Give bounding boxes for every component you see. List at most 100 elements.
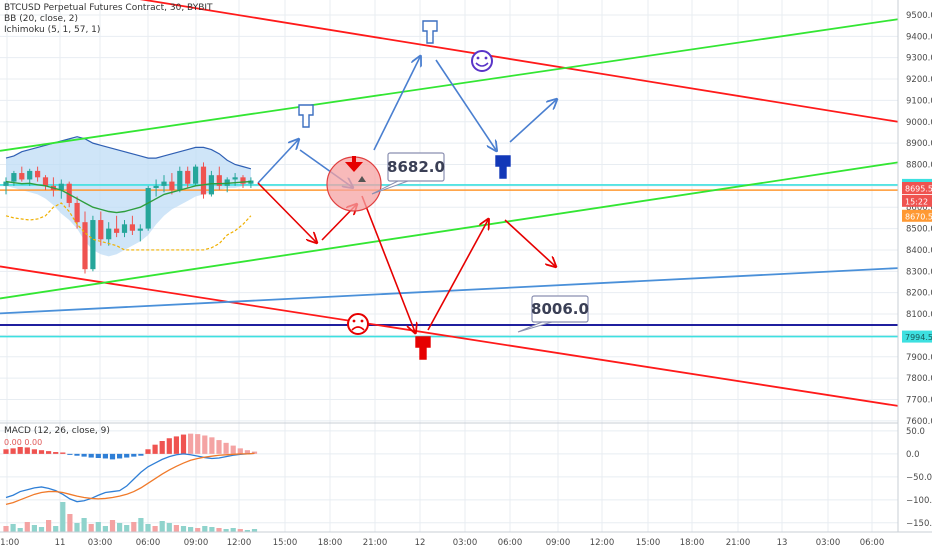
macd-histogram-bar — [74, 453, 80, 456]
price-tick-label: 8600.0 — [906, 203, 932, 213]
volume-bar — [102, 526, 108, 532]
macd-histogram-bar — [88, 453, 94, 458]
macd-signal-line — [5, 452, 255, 506]
price-tick-label: 8500.0 — [906, 225, 932, 235]
callout-tail — [517, 321, 553, 333]
callout-text: 8006.0 — [531, 300, 589, 318]
volume-bar — [17, 528, 23, 532]
callout-text: 8682.0 — [387, 158, 445, 176]
candle-body — [145, 188, 151, 229]
time-tick-label: 13 — [777, 538, 788, 548]
legend-bb[interactable]: BB (20, close, 2) — [4, 14, 79, 24]
legend-ichimoku[interactable]: Ichimoku (5, 1, 57, 1) — [4, 25, 101, 35]
candle-body — [42, 177, 49, 186]
macd-histogram-bar — [159, 441, 165, 454]
candle-body — [66, 183, 72, 203]
time-tick-label: 21:00 — [363, 538, 388, 548]
macd-histogram-bar — [202, 435, 208, 454]
volume-bar — [244, 530, 250, 532]
upper-red-channel — [139, 0, 899, 123]
arrow-up-3 — [509, 100, 556, 143]
price-tag-label: 8695.5 — [905, 185, 932, 194]
macd-tick-label: 0.0 — [906, 450, 920, 460]
price-tick-label: 9400.0 — [906, 32, 932, 42]
macd-pane — [3, 433, 258, 532]
candle-body — [161, 181, 167, 186]
candle-body — [232, 177, 238, 180]
volume-bar — [131, 522, 137, 532]
bb-cloud — [6, 136, 251, 257]
ichimoku-base-line — [5, 180, 251, 214]
candle-body — [98, 220, 104, 240]
candle-body — [153, 185, 159, 188]
candle-body — [11, 173, 17, 182]
price-tag-bg — [902, 330, 932, 343]
price-tag-label: 8670.5 — [905, 212, 932, 221]
macd-histogram-bar — [3, 449, 9, 454]
legend: BTCUSD Perpetual Futures Contract, 30, B… — [4, 3, 213, 36]
hand-pointer-icon — [298, 104, 314, 128]
lower-green-channel — [0, 161, 899, 300]
volume-bar — [159, 521, 165, 532]
time-tick-label: 12:00 — [227, 538, 252, 548]
macd-histogram-bar — [117, 453, 123, 459]
price-tick-label: 7900.0 — [906, 353, 932, 363]
down-arrow-icon — [345, 156, 363, 172]
macd-histogram-bar — [102, 453, 108, 459]
legend-title[interactable]: BTCUSD Perpetual Futures Contract, 30, B… — [4, 3, 213, 13]
candle-body — [121, 224, 128, 233]
sad-face-eye — [360, 319, 364, 323]
volume-bar — [10, 524, 16, 532]
analysis-drawings: 8682.0 8006.0 — [257, 20, 589, 360]
macd-histogram-bar — [46, 451, 52, 454]
time-tick-label: 03:00 — [816, 538, 841, 548]
time-tick-label: 18:00 — [318, 538, 343, 548]
callout-8006: 8006.0 — [517, 295, 589, 333]
price-tag-label: 7994.5 — [905, 333, 932, 342]
price-tick-label: 7800.0 — [906, 374, 932, 384]
volume-bar — [109, 520, 116, 532]
volume-bar — [223, 529, 229, 532]
macd-histogram-bar — [145, 449, 151, 454]
sad-face-eye — [352, 319, 356, 323]
time-tick-label: 21:00 — [726, 538, 751, 548]
volume-bar — [67, 514, 73, 532]
legend-macd-value: 0.00 0.00 — [4, 438, 43, 447]
callout-box — [387, 152, 445, 182]
hand-shape — [495, 155, 511, 179]
candle-body — [3, 181, 9, 186]
legend-macd[interactable]: MACD (12, 26, close, 9) — [4, 426, 110, 436]
macd-histogram-bar — [24, 447, 30, 454]
volume-bar — [230, 528, 236, 532]
price-tick-label: 9000.0 — [906, 118, 932, 128]
price-tick-label: 9500.0 — [906, 11, 932, 21]
macd-histogram-bar — [188, 433, 194, 454]
volume-bar — [251, 529, 258, 532]
hand-shape — [422, 20, 438, 44]
candle-body — [106, 228, 112, 240]
price-tick-label: 8100.0 — [906, 310, 932, 320]
price-tick-label: 8200.0 — [906, 289, 932, 299]
lower-red-channel — [0, 265, 899, 407]
macd-histogram-bar — [223, 442, 229, 454]
time-tick-label: 12:00 — [590, 538, 615, 548]
volume-bar — [180, 526, 187, 532]
price-tick-label: 8300.0 — [906, 267, 932, 277]
candle-body — [90, 220, 96, 270]
volume-bar — [53, 526, 59, 532]
volume-bar — [216, 528, 222, 532]
volume-bar — [209, 527, 215, 532]
macd-histogram-bar — [216, 440, 222, 454]
macd-histogram-bar — [195, 434, 201, 454]
macd-histogram-bar — [95, 453, 101, 459]
volume-bar — [188, 527, 194, 532]
candle-body — [185, 170, 191, 184]
bollinger-bands — [5, 136, 252, 257]
price-tag-bg — [902, 182, 932, 194]
time-tick-label: 06:00 — [136, 538, 161, 548]
macd-histogram-bar — [60, 452, 66, 454]
macd-histogram-bar — [124, 453, 130, 458]
arrow-red-up-2 — [427, 220, 488, 331]
price-tick-label: 8900.0 — [906, 139, 932, 149]
